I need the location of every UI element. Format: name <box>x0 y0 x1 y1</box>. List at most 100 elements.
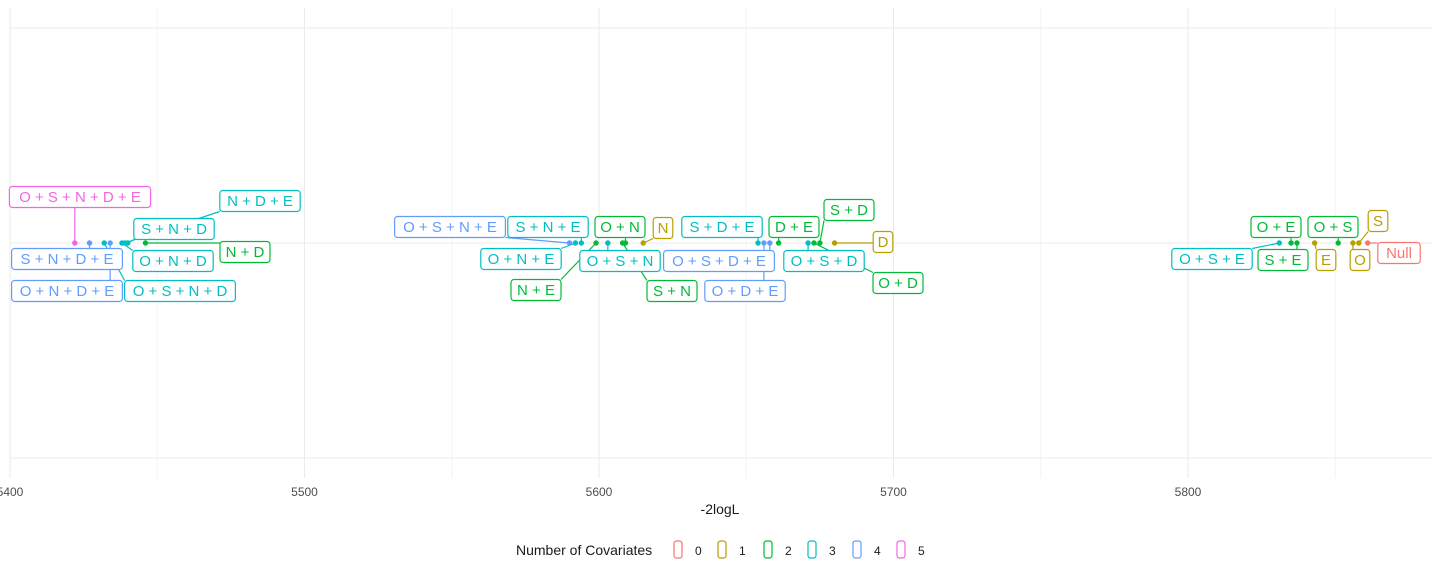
point-label: S + D <box>823 198 875 222</box>
point-label: O + S + N + D <box>123 279 237 303</box>
point-label: O + S <box>1307 215 1359 239</box>
data-point <box>142 240 149 246</box>
point-label-text: O + S + N <box>587 253 654 270</box>
point-label-box <box>1349 248 1371 272</box>
point-label-text: S + N + D + E <box>21 251 114 268</box>
legend-entry: 0 <box>673 540 702 559</box>
legend-label: 2 <box>785 544 792 558</box>
point-label-text: O + N + E <box>488 251 555 268</box>
x-tick-label: 5700 <box>880 485 907 499</box>
point-label-text: O + D <box>878 275 918 292</box>
data-point <box>761 240 767 246</box>
point-label-box <box>1367 209 1389 233</box>
point-label-text: O + D + E <box>712 283 779 300</box>
label-leader-line <box>1252 242 1280 250</box>
data-point <box>831 240 838 246</box>
point-label-text: N + D <box>226 244 265 261</box>
point-label: O + N + D + E <box>11 279 124 303</box>
point-label: O + N + D <box>132 249 214 273</box>
legend-key <box>852 540 862 559</box>
point-label-box <box>704 279 786 303</box>
data-point <box>767 240 773 246</box>
point-label-text: O + S <box>1314 219 1353 236</box>
point-label: N + D + E <box>219 189 301 213</box>
point-label-text: S + D <box>830 202 868 219</box>
data-point <box>1276 240 1282 246</box>
point-label-text: S + D + E <box>689 219 754 236</box>
point-label-text: O + N + D + E <box>20 283 115 300</box>
point-label-text: O + N <box>600 219 640 236</box>
point-label-box <box>1307 215 1359 239</box>
point-label: O + D <box>872 271 924 295</box>
point-label: O + S + E <box>1171 247 1253 271</box>
point-label-text: N + E <box>517 282 555 299</box>
data-point <box>811 240 817 246</box>
point-label-text: O + S + D + E <box>672 253 766 270</box>
point-label-text: S <box>1373 213 1383 230</box>
point-label: O + S + N + D + E <box>8 185 152 209</box>
point-label-box <box>11 247 124 271</box>
point-label: D <box>872 230 894 254</box>
point-label-text: S + N + D <box>141 221 207 238</box>
point-label-box <box>579 249 661 273</box>
data-point <box>1288 240 1294 246</box>
point-label: Null <box>1377 241 1421 265</box>
point-label: S + D + E <box>681 215 763 239</box>
point-label-text: O + S + D <box>791 253 858 270</box>
data-point <box>566 240 573 246</box>
point-label-text: O + S + N + D + E <box>19 189 141 206</box>
point-label-box <box>872 230 894 254</box>
point-label-box <box>219 240 271 264</box>
data-point <box>1350 240 1356 246</box>
point-label-text: S + N + E <box>515 219 580 236</box>
point-label-text: D + E <box>775 219 813 236</box>
point-label-box <box>133 217 215 241</box>
legend-entry: 1 <box>717 540 746 559</box>
x-tick-label: 5500 <box>291 485 318 499</box>
points <box>72 240 1371 246</box>
legend-label: 4 <box>874 544 881 558</box>
data-point <box>640 240 646 246</box>
data-point <box>578 240 585 246</box>
legend-entry: 4 <box>852 540 881 559</box>
point-label: O + S + D + E <box>662 249 775 273</box>
point-label-box <box>652 216 674 240</box>
data-point <box>1311 240 1318 246</box>
point-label: O + N <box>594 215 646 239</box>
legend-entry: 2 <box>763 540 792 559</box>
point-label-text: O <box>1354 252 1366 269</box>
point-label-text: S + N <box>653 283 691 300</box>
point-label-box <box>662 249 775 273</box>
point-label-box <box>394 215 507 239</box>
data-point <box>619 240 626 246</box>
point-label-box <box>872 271 924 295</box>
point-label-box <box>783 249 865 273</box>
data-point <box>1335 240 1341 246</box>
data-point <box>72 240 78 246</box>
data-point <box>86 240 93 246</box>
x-tick-label: 5600 <box>586 485 613 499</box>
x-axis-title: -2logL <box>701 501 740 517</box>
point-label-box <box>1377 241 1421 265</box>
data-point <box>805 240 811 246</box>
point-label-box <box>1315 248 1337 272</box>
data-point <box>605 240 611 246</box>
point-label-text: E <box>1321 252 1331 269</box>
point-label: O <box>1349 248 1371 272</box>
point-label-text: O + S + N + D <box>133 283 228 300</box>
point-label: S + N <box>646 279 698 303</box>
x-tick-label: 5400 <box>0 485 24 499</box>
legend-label: 5 <box>918 544 925 558</box>
point-label-box <box>1171 247 1253 271</box>
point-label: N + D <box>219 240 271 264</box>
point-label-text: O + S + N + E <box>403 219 497 236</box>
legend-key <box>763 540 773 559</box>
point-label: O + S + N + E <box>394 215 507 239</box>
legend-title: Number of Covariates <box>516 542 652 558</box>
point-label: O + N + E <box>480 247 562 271</box>
point-label-text: O + E <box>1257 219 1296 236</box>
legend-key <box>717 540 727 559</box>
point-label-text: Null <box>1386 245 1412 262</box>
point-label: S + N + D <box>133 217 215 241</box>
